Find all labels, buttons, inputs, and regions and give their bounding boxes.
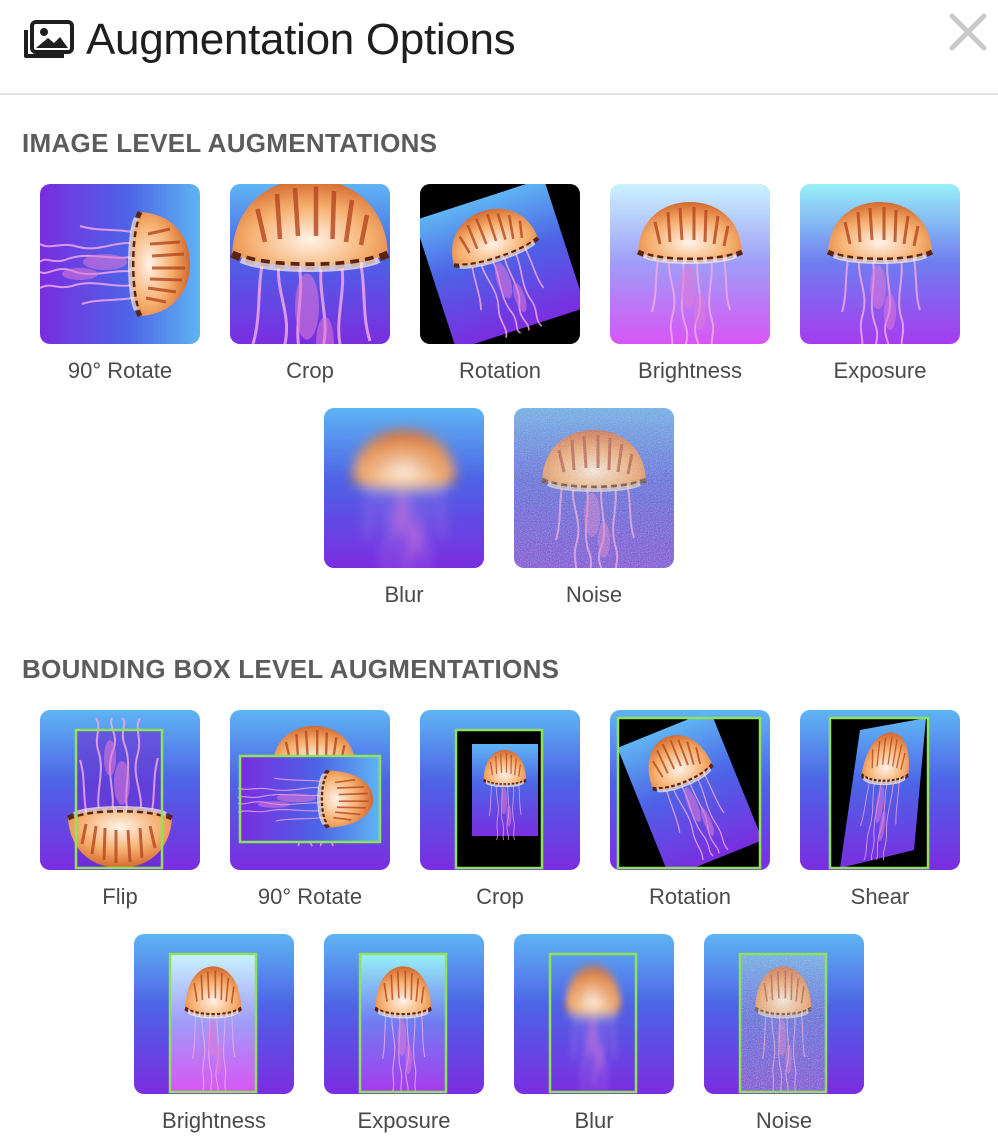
bbox-tile-exposure[interactable]: Exposure — [324, 934, 484, 1134]
aug-label: Brightness — [162, 1108, 266, 1133]
bbox-tile-shear[interactable]: Shear — [800, 710, 960, 910]
aug-label: Blur — [384, 582, 424, 607]
aug-tile-rotation[interactable]: Rotation — [420, 184, 580, 384]
aug-thumbnail — [324, 934, 484, 1094]
aug-thumbnail — [420, 184, 580, 344]
aug-tile-exposure[interactable]: Exposure — [800, 184, 960, 384]
aug-label: Shear — [850, 884, 910, 909]
dialog-title: Augmentation Options — [86, 15, 516, 64]
aug-label: 90° Rotate — [257, 884, 363, 909]
aug-thumbnail — [800, 184, 960, 344]
aug-label: Rotation — [649, 884, 731, 909]
aug-thumbnail — [514, 408, 674, 568]
bbox-tile-noise[interactable]: Noise — [704, 934, 864, 1134]
aug-label: Crop — [476, 884, 524, 909]
section-title-image-level: IMAGE LEVEL AUGMENTATIONS — [22, 128, 438, 158]
aug-tile-crop[interactable]: Crop — [230, 184, 390, 384]
bbox-tile-brightness[interactable]: Brightness — [134, 934, 294, 1134]
aug-thumbnail — [40, 710, 200, 870]
bbox-tile-blur[interactable]: Blur — [514, 934, 674, 1134]
bbox-tile-crop[interactable]: Crop — [420, 710, 580, 910]
aug-label: 90° Rotate — [67, 358, 173, 383]
bbox-tile-90-rotate[interactable]: 90° Rotate — [230, 710, 390, 910]
aug-label: Exposure — [833, 358, 927, 383]
close-icon[interactable] — [948, 12, 988, 52]
aug-thumbnail — [40, 184, 200, 344]
aug-label: Noise — [755, 1108, 813, 1133]
aug-thumbnail — [134, 934, 294, 1094]
aug-label: Blur — [574, 1108, 614, 1133]
bbox-tile-flip[interactable]: Flip — [40, 710, 200, 910]
aug-thumbnail — [420, 710, 580, 870]
aug-thumbnail — [800, 710, 960, 870]
aug-thumbnail — [230, 184, 390, 344]
aug-thumbnail — [610, 710, 770, 870]
aug-thumbnail — [704, 934, 864, 1094]
aug-label: Rotation — [459, 358, 541, 383]
bbox-tile-rotation[interactable]: Rotation — [610, 710, 770, 910]
aug-label: Crop — [286, 358, 334, 383]
aug-tile-blur[interactable]: Blur — [324, 408, 484, 608]
images-stack-icon — [24, 20, 74, 58]
aug-label: Brightness — [638, 358, 742, 383]
aug-tile-90-rotate[interactable]: 90° Rotate — [40, 184, 200, 384]
aug-thumbnail — [324, 408, 484, 568]
dialog-header: Augmentation Options — [0, 0, 998, 95]
aug-label: Noise — [565, 582, 623, 607]
aug-thumbnail — [514, 934, 674, 1094]
aug-tile-brightness[interactable]: Brightness — [610, 184, 770, 384]
aug-thumbnail — [610, 184, 770, 344]
section-title-bbox-level: BOUNDING BOX LEVEL AUGMENTATIONS — [22, 654, 560, 684]
aug-label: Flip — [102, 884, 138, 909]
aug-label: Exposure — [357, 1108, 451, 1133]
aug-tile-noise[interactable]: Noise — [514, 408, 674, 608]
aug-thumbnail — [230, 710, 390, 870]
